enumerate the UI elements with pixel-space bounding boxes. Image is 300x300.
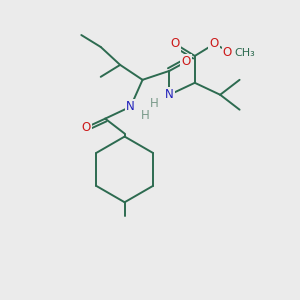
Text: H: H <box>150 97 159 110</box>
Text: O: O <box>210 38 219 50</box>
Text: O: O <box>223 46 232 59</box>
Text: H: H <box>141 109 150 122</box>
Text: O: O <box>171 38 180 50</box>
Text: O: O <box>81 121 90 134</box>
Text: N: N <box>165 88 174 101</box>
Text: N: N <box>126 100 135 113</box>
Text: O: O <box>181 56 190 68</box>
Text: CH₃: CH₃ <box>235 48 255 58</box>
